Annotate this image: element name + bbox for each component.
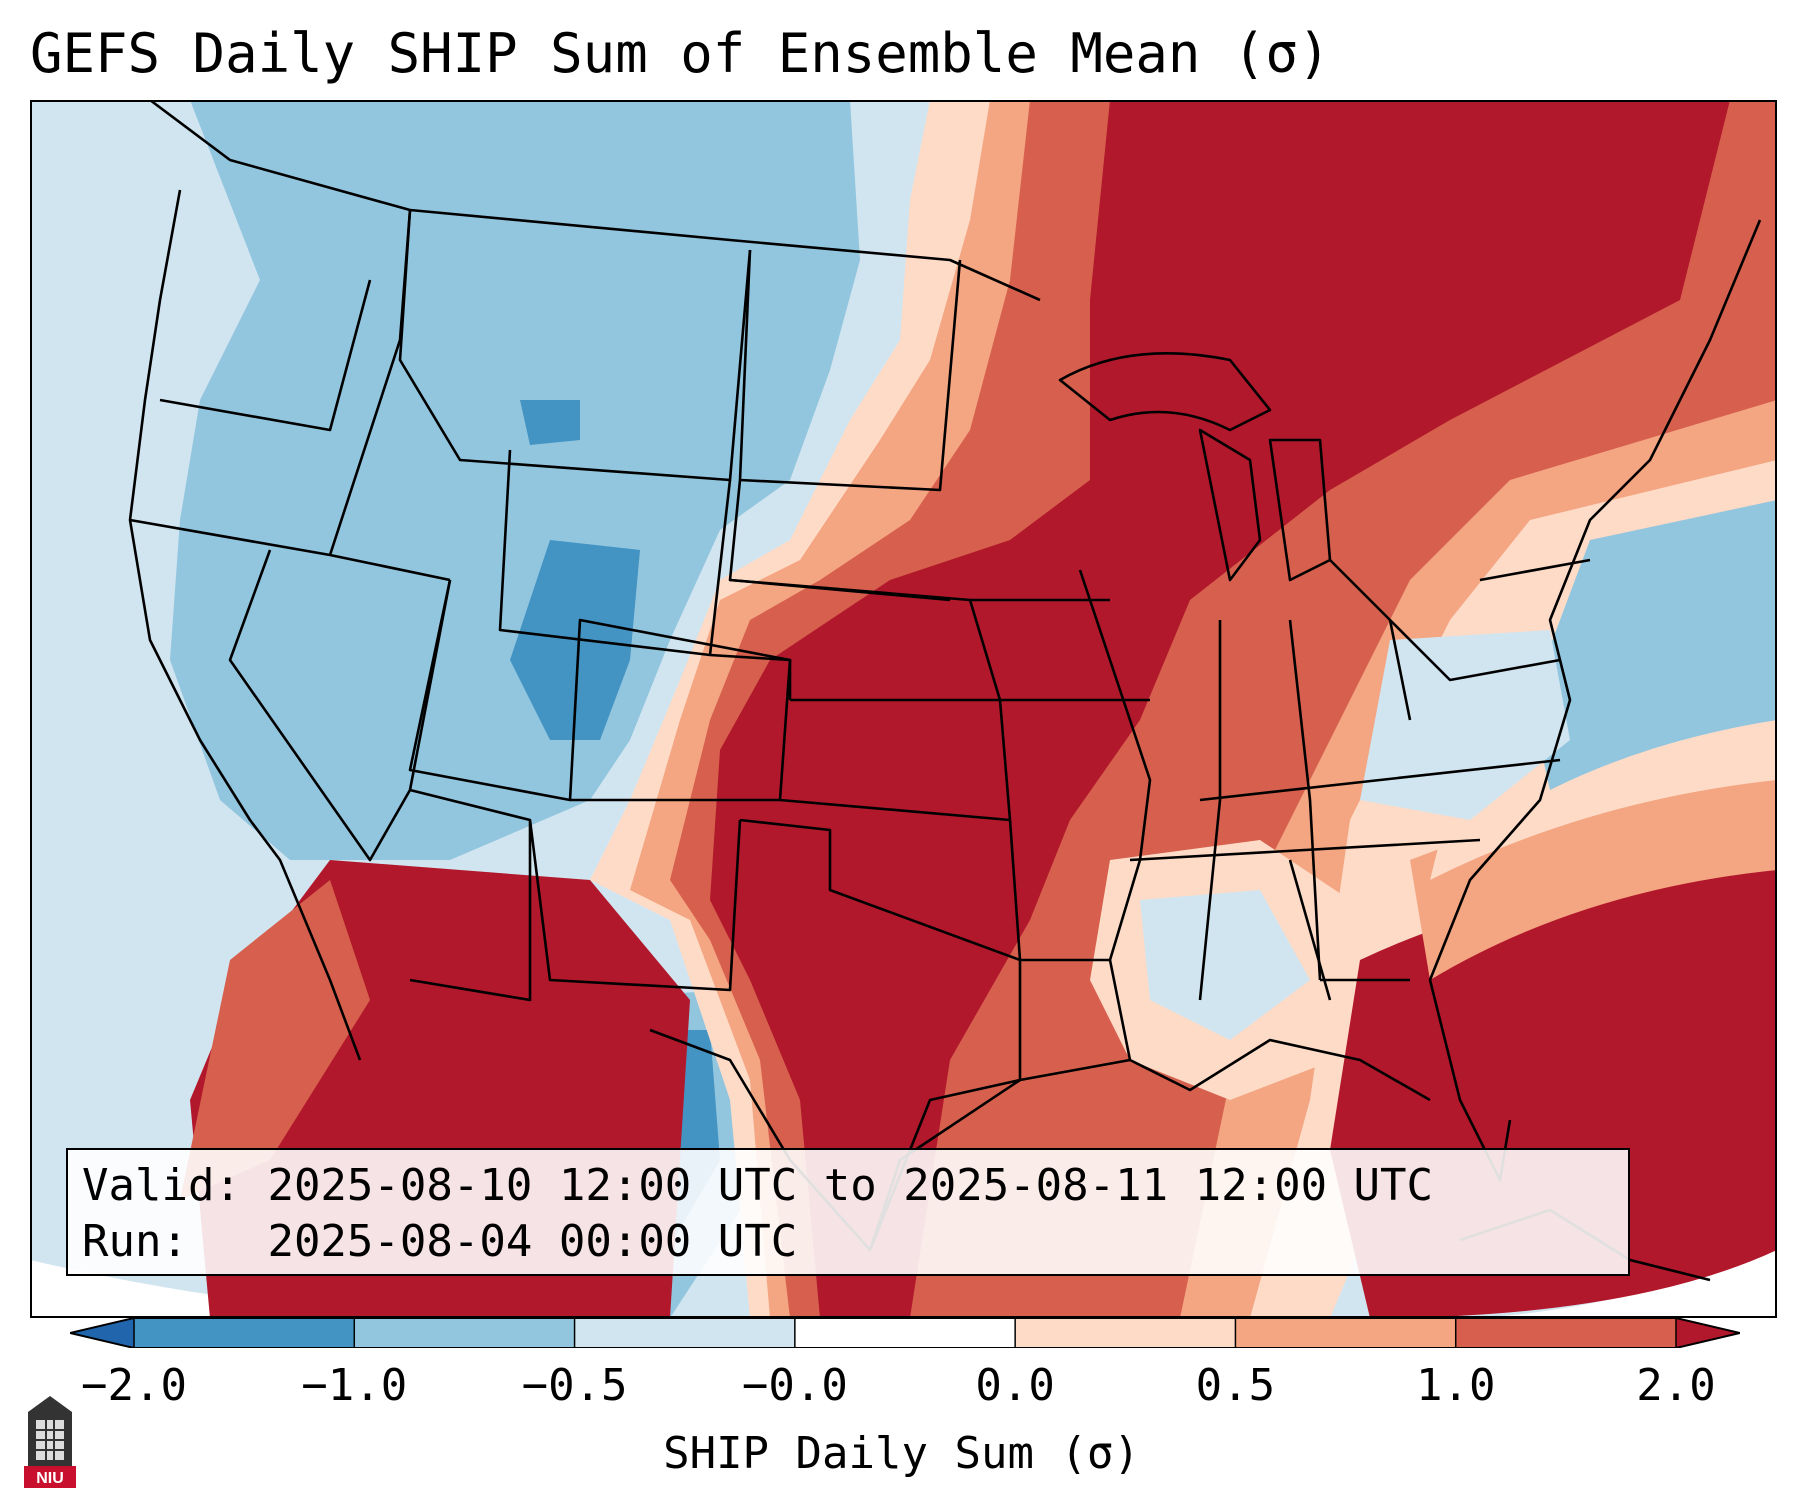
colorbar-tick-label: −2.0 [81,1360,187,1411]
colorbar-tick-label: 0.5 [1195,1360,1276,1411]
region-idaho-spot [520,400,580,445]
colorbar-extend-low [70,1318,134,1348]
colorbar-bin [574,1318,796,1348]
region-nw-blue [170,100,860,860]
map-title: GEFS Daily SHIP Sum of Ensemble Mean (σ) [30,22,1331,85]
montana-border [398,209,752,482]
southeast-borders [1129,758,1561,1001]
colorbar-tick-label: 1.0 [1415,1360,1496,1411]
colorbar-tick-label: 0.0 [975,1360,1055,1411]
gulf-coast [868,1038,1431,1251]
arizona-nm-border [409,788,742,1002]
valid-value: 2025-08-10 12:00 UTC to 2025-08-11 12:00… [267,1160,1434,1211]
run-value: 2025-08-04 00:00 UTC [267,1216,798,1267]
canada-us-border [149,100,1041,302]
region-atlantic-orange [1410,760,1777,980]
logo-text: NIU [36,1470,64,1487]
west-coast [128,189,362,1061]
colorbar-tick-label: 2.0 [1636,1360,1716,1411]
colorbar-bin [354,1318,576,1348]
ship-anomaly-map [30,100,1777,1318]
region-atlantic-blue [1530,500,1777,790]
region-atlantic-light [1430,700,1777,880]
niu-logo: NIU [24,1396,76,1488]
colorbar-tick-label: −0.0 [741,1360,848,1411]
colorbar-bin [794,1318,1016,1348]
colorbar-label: SHIP Daily Sum (σ) [663,1428,1140,1479]
texas-border [649,818,1022,1252]
colorbar-bin [1015,1318,1236,1348]
region-dark-red-core [710,100,1730,1318]
colorbar-tick-label: −1.0 [301,1360,408,1411]
colorbar-bin [1235,1318,1457,1348]
washington-border [159,279,372,432]
colorbar-extend-high [1676,1318,1740,1348]
valid-label: Valid: [82,1160,241,1211]
state-borders [128,100,1762,1282]
midwest-borders [970,598,1322,1001]
colorbar-bin [134,1318,355,1348]
projection-edge-right [1480,1210,1777,1318]
colorbar-tick-label: −0.5 [521,1360,628,1411]
region-midatlantic-blue [1360,630,1570,820]
colorbar-bin [1455,1318,1677,1348]
appalachian-borders [1329,558,1591,721]
valid-run-info-box: Valid: 2025-08-10 12:00 UTC to 2025-08-1… [66,1148,1630,1276]
wyoming-border [498,449,732,657]
nevada-border [228,549,452,862]
region-southeast-blue [1140,890,1310,1040]
projection-edge-left [30,1260,630,1318]
map-frame [30,100,1777,1318]
colorbar [70,1318,1740,1348]
mississippi-river [1078,569,1152,1061]
east-coast [1428,219,1762,1182]
run-label: Run: [82,1216,188,1267]
